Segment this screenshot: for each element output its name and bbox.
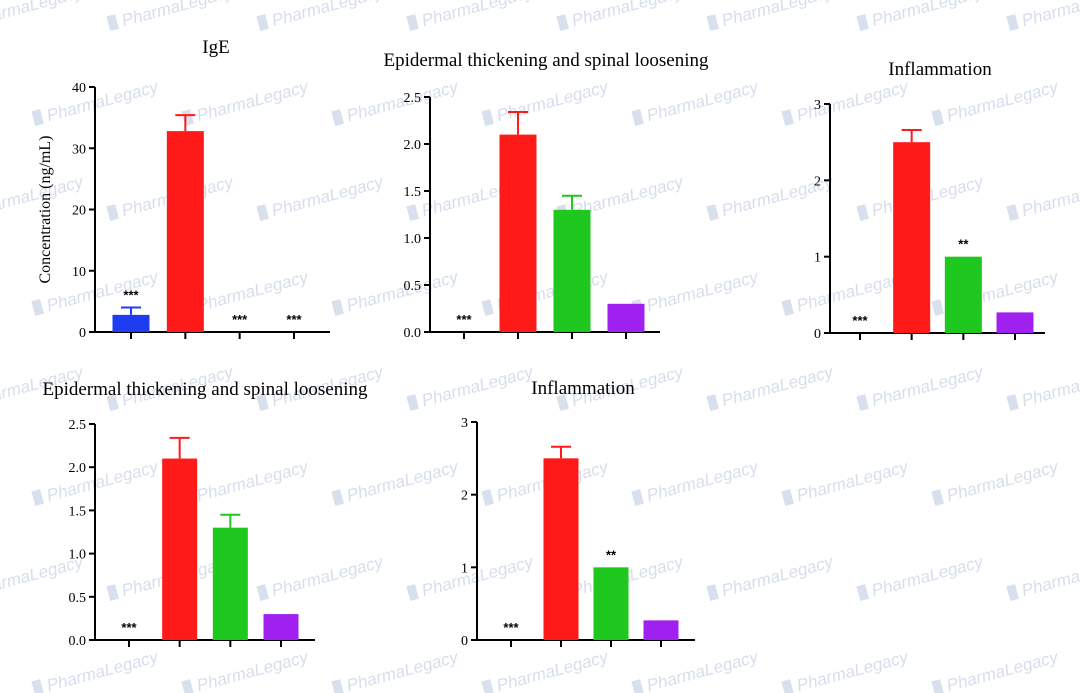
y-tick-label: 1 <box>461 561 468 576</box>
bar-1 <box>499 134 537 332</box>
y-tick-label: 1.0 <box>69 548 87 563</box>
bar-2 <box>553 209 591 332</box>
significance-label-0: *** <box>123 288 139 303</box>
y-tick-label: 10 <box>72 265 86 280</box>
y-tick-label: 2.5 <box>404 91 422 106</box>
bar-3 <box>643 620 679 640</box>
y-tick-label: 0 <box>814 327 821 342</box>
chart-title: Epidermal thickening and spinal loosenin… <box>42 379 368 400</box>
y-tick-label: 1.5 <box>404 185 422 200</box>
y-tick-label: 0.5 <box>69 591 87 606</box>
y-tick-label: 3 <box>461 416 468 431</box>
y-tick-label: 1.0 <box>404 232 422 247</box>
bar-chart-panel-1: Epidermal thickening and spinal loosenin… <box>383 50 709 341</box>
y-tick-label: 0 <box>461 634 468 649</box>
bar-chart-panel-0: IgE Concentration (ng/mL) 0 10 20 30 40 *** *** *… <box>37 37 330 341</box>
y-tick-label: 2.0 <box>69 461 87 476</box>
bar-1 <box>166 131 204 332</box>
bar-chart-panel-3: Epidermal thickening and spinal loosenin… <box>42 379 368 649</box>
significance-label-3: *** <box>286 312 302 327</box>
y-tick-label: 0.0 <box>69 634 87 649</box>
y-tick-label: 1.5 <box>69 504 87 519</box>
bar-1 <box>162 458 198 640</box>
y-tick-label: 2 <box>814 174 821 189</box>
y-tick-label: 0 <box>79 326 86 341</box>
y-tick-label: 20 <box>72 204 86 219</box>
y-tick-label: 2.0 <box>404 138 422 153</box>
bar-3 <box>996 312 1034 333</box>
significance-label-0: *** <box>456 312 472 327</box>
y-tick-label: 30 <box>72 142 86 157</box>
bar-1 <box>543 458 579 640</box>
y-axis-label: Concentration (ng/mL) <box>37 136 54 284</box>
bar-1 <box>893 142 931 333</box>
y-tick-label: 1 <box>814 251 821 266</box>
y-tick-label: 3 <box>814 98 821 113</box>
chart-title: IgE <box>202 37 229 58</box>
bar-3 <box>607 303 645 332</box>
y-tick-label: 0.5 <box>404 279 422 294</box>
significance-label-0: *** <box>503 620 519 635</box>
bar-2 <box>944 256 982 333</box>
bar-2 <box>212 527 248 640</box>
y-tick-label: 2 <box>461 489 468 504</box>
y-tick-label: 0.0 <box>404 326 422 341</box>
chart-title: Inflammation <box>531 378 635 399</box>
bar-2 <box>593 567 629 640</box>
y-tick-label: 2.5 <box>69 418 87 433</box>
chart-title: Epidermal thickening and spinal loosenin… <box>383 50 709 71</box>
bar-3 <box>263 614 299 640</box>
y-tick-label: 40 <box>72 81 86 96</box>
significance-label-2: ** <box>606 547 617 562</box>
significance-label-0: *** <box>121 620 137 635</box>
significance-label-2: ** <box>958 237 969 252</box>
significance-label-2: *** <box>232 312 248 327</box>
significance-label-0: *** <box>852 313 868 328</box>
bar-0 <box>112 314 150 332</box>
chart-title: Inflammation <box>888 59 992 80</box>
